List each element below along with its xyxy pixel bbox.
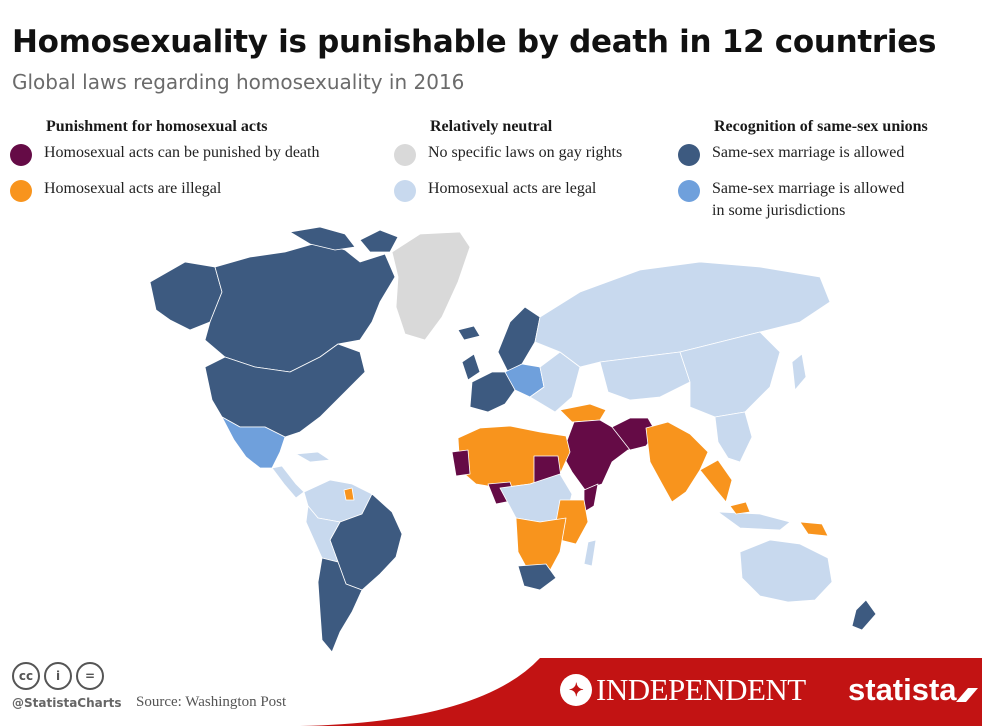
legend-heading: Punishment for homosexual acts bbox=[46, 118, 268, 135]
cc-icon[interactable]: cc bbox=[12, 662, 40, 690]
legend-label-line1: Same-sex marriage is allowed bbox=[712, 180, 905, 197]
region-southeast-asia bbox=[699, 459, 733, 503]
region-south-africa bbox=[517, 563, 557, 591]
region-greenland bbox=[391, 231, 471, 341]
region-central-asia bbox=[599, 351, 691, 401]
region-japan bbox=[791, 353, 807, 391]
chart-title: Homosexuality is punishable by death in … bbox=[12, 24, 937, 60]
region-new-zealand bbox=[851, 599, 877, 631]
no-derivatives-icon[interactable]: = bbox=[76, 662, 104, 690]
legend-label-line2: in some jurisdictions bbox=[712, 202, 846, 219]
region-papua bbox=[799, 521, 829, 537]
legend-item-death: Homosexual acts can be punished by death bbox=[10, 144, 319, 182]
license-icons: cc i = bbox=[12, 662, 122, 690]
region-scandinavia bbox=[497, 306, 541, 373]
legend-group-unions: Recognition of same-sex unions Same-sex … bbox=[678, 118, 928, 219]
legend-item-illegal: Homosexual acts are illegal bbox=[10, 180, 319, 218]
footer-red-band bbox=[300, 658, 982, 726]
region-madagascar bbox=[583, 539, 597, 567]
region-australia bbox=[739, 539, 833, 603]
source-note: Source: Washington Post bbox=[136, 694, 287, 710]
footer-license: cc i = @StatistaCharts bbox=[12, 662, 122, 710]
legend-heading: Recognition of same-sex unions bbox=[714, 118, 928, 135]
attribution-icon[interactable]: i bbox=[44, 662, 72, 690]
region-indonesia bbox=[717, 511, 791, 531]
region-iceland bbox=[457, 325, 481, 341]
statista-handle[interactable]: @StatistaCharts bbox=[12, 696, 122, 710]
region-southern-africa bbox=[515, 517, 567, 579]
publisher-name: INDEPENDENT bbox=[596, 672, 806, 707]
independent-logo[interactable]: ✦ INDEPENDENT bbox=[560, 672, 806, 708]
legend-item-marriage: Same-sex marriage is allowed bbox=[678, 144, 928, 182]
region-guyana bbox=[343, 487, 355, 501]
region-arctic-islands bbox=[289, 226, 399, 253]
legend-item-legal: Homosexual acts are legal bbox=[394, 180, 622, 218]
footer-bar bbox=[300, 658, 982, 726]
legend-swatch-death bbox=[10, 144, 32, 166]
region-mauritania bbox=[451, 449, 471, 477]
region-western-europe bbox=[469, 371, 516, 413]
statista-mark-icon bbox=[956, 688, 978, 702]
region-china bbox=[679, 331, 781, 418]
legend-group-punishment: Punishment for homosexual acts Homosexua… bbox=[10, 118, 319, 218]
legend-label: Same-sex marriage is allowed in some jur… bbox=[712, 178, 904, 222]
region-mexico bbox=[221, 416, 286, 469]
region-indochina bbox=[714, 411, 753, 463]
legend-group-neutral: Relatively neutral No specific laws on g… bbox=[394, 118, 622, 218]
region-caribbean bbox=[295, 451, 331, 463]
legend-swatch-illegal bbox=[10, 180, 32, 202]
legend-swatch-marriage-some bbox=[678, 180, 700, 202]
eagle-icon: ✦ bbox=[560, 674, 592, 706]
region-canada bbox=[204, 241, 396, 373]
region-argentina-chile bbox=[317, 557, 363, 653]
chart-subtitle: Global laws regarding homosexuality in 2… bbox=[12, 70, 465, 94]
legend-swatch-marriage bbox=[678, 144, 700, 166]
world-map bbox=[149, 226, 877, 653]
legend-label: Homosexual acts can be punished by death bbox=[44, 144, 320, 161]
legend-heading: Relatively neutral bbox=[430, 118, 553, 135]
region-uk bbox=[461, 353, 481, 381]
region-turkey bbox=[559, 403, 607, 423]
statista-logo[interactable]: statista bbox=[848, 672, 957, 707]
legend-item-no-laws: No specific laws on gay rights bbox=[394, 144, 622, 182]
region-central-america bbox=[271, 465, 305, 499]
region-malaysia bbox=[729, 501, 751, 515]
legend-label: Homosexual acts are legal bbox=[428, 180, 597, 197]
legend-label: Homosexual acts are illegal bbox=[44, 180, 222, 197]
legend-label: Same-sex marriage is allowed bbox=[712, 144, 905, 161]
region-pakistan-india bbox=[645, 421, 709, 503]
legend-label: No specific laws on gay rights bbox=[428, 144, 623, 161]
legend-item-marriage-some: Same-sex marriage is allowed in some jur… bbox=[678, 180, 928, 219]
legend-swatch-legal bbox=[394, 180, 416, 202]
legend-swatch-no-laws bbox=[394, 144, 416, 166]
